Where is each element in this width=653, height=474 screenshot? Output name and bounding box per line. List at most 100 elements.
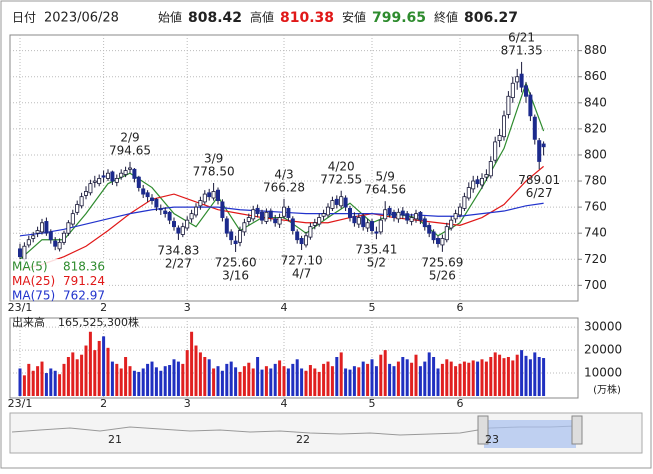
candle-body: [299, 238, 304, 245]
volume-bar: [432, 357, 436, 396]
volume-bar: [423, 361, 427, 396]
volume-tick-label: 20000: [584, 343, 622, 357]
candle-body: [106, 172, 111, 179]
volume-bar: [88, 331, 92, 396]
volume-bar: [339, 352, 343, 396]
navigator-label: 21: [108, 433, 122, 446]
volume-bar: [458, 363, 462, 396]
volume-bar: [53, 370, 57, 396]
candle-body: [233, 240, 238, 245]
annotation-value: 725.60: [215, 255, 257, 269]
volume-bar: [449, 361, 453, 396]
candle-body: [127, 167, 132, 170]
x-tick-label: 5: [369, 397, 376, 410]
navigator-handle-left[interactable]: [477, 415, 489, 445]
header: 日付 2023/06/28 始値 808.42 高値 810.38 安値 799…: [12, 10, 518, 27]
candle-body: [57, 241, 62, 250]
candle-body: [207, 192, 212, 198]
candle-body: [88, 183, 93, 194]
close: 806.27: [464, 10, 518, 26]
volume-bar: [176, 361, 180, 396]
candle-body: [264, 211, 269, 222]
volume-bar: [102, 336, 106, 396]
candle-body: [378, 219, 383, 233]
volume-bar: [414, 354, 418, 396]
annotation-value: 772.55: [320, 172, 362, 186]
candle-body: [462, 196, 467, 209]
candle-body: [141, 188, 146, 195]
candle-body: [409, 217, 414, 222]
annotation-date: 6/27: [526, 186, 553, 200]
volume-bar: [493, 352, 497, 396]
candle-body: [471, 180, 476, 190]
candle-body: [149, 197, 154, 201]
candle-body: [440, 238, 445, 246]
volume-bar: [168, 365, 172, 396]
volume-bar: [234, 367, 238, 396]
volume-bar: [212, 368, 216, 396]
candle-body: [528, 94, 533, 117]
y-tick-label: 860: [584, 69, 607, 83]
volume-bar: [418, 366, 422, 396]
annotation-date: 5/2: [367, 256, 386, 270]
candle-body: [119, 172, 124, 178]
navigator-selection[interactable]: [484, 420, 576, 448]
volume-bar: [308, 365, 312, 396]
annotation-value: 871.35: [501, 43, 543, 57]
annotation-value: 764.56: [364, 183, 406, 197]
volume-bar: [194, 345, 198, 396]
volume-bar: [427, 352, 431, 396]
candle-body: [427, 224, 432, 234]
candle-body: [400, 210, 405, 216]
candle-body: [524, 85, 529, 97]
volume-bar: [181, 363, 185, 396]
x-tick-label: 6: [457, 397, 464, 410]
volume-bar: [322, 363, 326, 396]
volume-bar: [203, 357, 207, 396]
candle-body: [180, 226, 185, 235]
x-tick-label: 23/1: [8, 301, 33, 314]
volume-bar: [480, 359, 484, 396]
volume-bar: [264, 366, 268, 396]
candle-body: [136, 176, 141, 188]
candle-body: [303, 235, 308, 246]
candle-body: [295, 231, 300, 241]
volume-bar: [498, 354, 502, 396]
candle-body: [176, 227, 181, 234]
volume-panel: [9, 317, 579, 399]
candle-body: [449, 219, 454, 229]
candle-body: [31, 235, 36, 239]
volume-bar: [229, 361, 233, 396]
volume-bar: [190, 331, 194, 396]
volume-bar: [62, 363, 66, 396]
candle-body: [418, 211, 423, 221]
volume-bar: [31, 370, 35, 396]
volume-bar: [471, 360, 475, 396]
x-tick-label: 6: [457, 301, 464, 314]
navigator-handle-right[interactable]: [571, 415, 583, 445]
volume-bar: [533, 352, 537, 396]
candle-body: [501, 115, 506, 138]
candle-body: [519, 73, 524, 88]
volume-bar: [49, 368, 53, 396]
candle-body: [435, 238, 440, 245]
volume-bar: [150, 361, 154, 396]
candle-body: [237, 230, 242, 243]
y-tick-label: 880: [584, 43, 607, 57]
volume-bar: [238, 371, 242, 396]
y-tick-label: 780: [584, 174, 607, 188]
candle-body: [405, 213, 410, 221]
volume-bar: [454, 366, 458, 396]
candle-body: [154, 198, 159, 208]
annotation-value: 727.10: [281, 254, 323, 268]
candle-body: [343, 197, 348, 208]
volume-bar: [66, 357, 70, 396]
candle-body: [189, 213, 194, 220]
volume-total: 165,525,300株: [58, 315, 139, 329]
volume-bar: [462, 361, 466, 396]
volume-tick-label: 30000: [584, 320, 622, 334]
volume-bar: [410, 362, 414, 396]
candle-body: [40, 222, 45, 233]
volume-bar: [198, 352, 202, 396]
candle-body: [198, 200, 203, 207]
